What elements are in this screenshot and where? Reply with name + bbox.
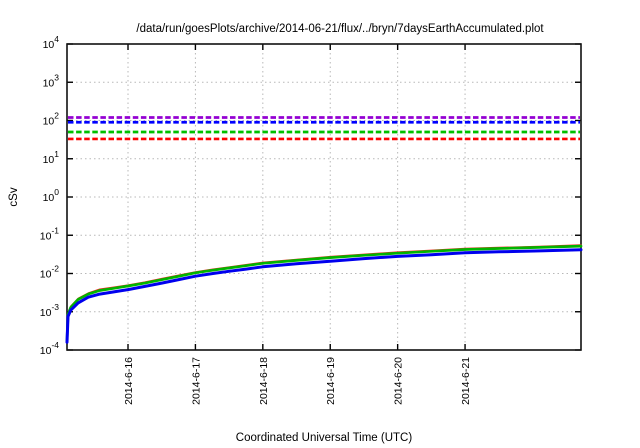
x-tick-label: 2014-6-19 (325, 357, 337, 405)
y-tick-label: 10-3 (40, 302, 60, 319)
x-axis-title: Coordinated Universal Time (UTC) (236, 432, 413, 444)
x-tick-label: 2014-6-18 (258, 357, 270, 405)
y-tick-label: 101 (43, 149, 60, 166)
x-tick-label: 2014-6-21 (460, 357, 472, 405)
y-axis-title: cSv (8, 187, 20, 206)
chart-title: /data/run/goesPlots/archive/2014-06-21/f… (136, 23, 544, 35)
y-tick-label: 103 (43, 72, 60, 89)
x-tick-label: 2014-6-16 (123, 357, 135, 405)
series-accumulated-dose-green (65, 244, 583, 343)
y-tick-label: 10-1 (40, 225, 60, 242)
y-tick-label: 10-4 (40, 340, 60, 357)
y-tick-label: 10-2 (40, 264, 60, 281)
plot-area: 104 103 102 101 100 10-1 10-2 10-3 10-4 2014-6-16… (40, 34, 583, 405)
y-tick-label: 100 (43, 187, 60, 204)
x-tick-label: 2014-6-17 (190, 357, 202, 405)
y-tick-label: 104 (43, 34, 60, 51)
x-tick-label: 2014-6-20 (393, 357, 405, 405)
plot-border (66, 43, 582, 351)
y-tick-label: 102 (43, 111, 60, 128)
series-accumulated-dose-blue (65, 248, 583, 344)
